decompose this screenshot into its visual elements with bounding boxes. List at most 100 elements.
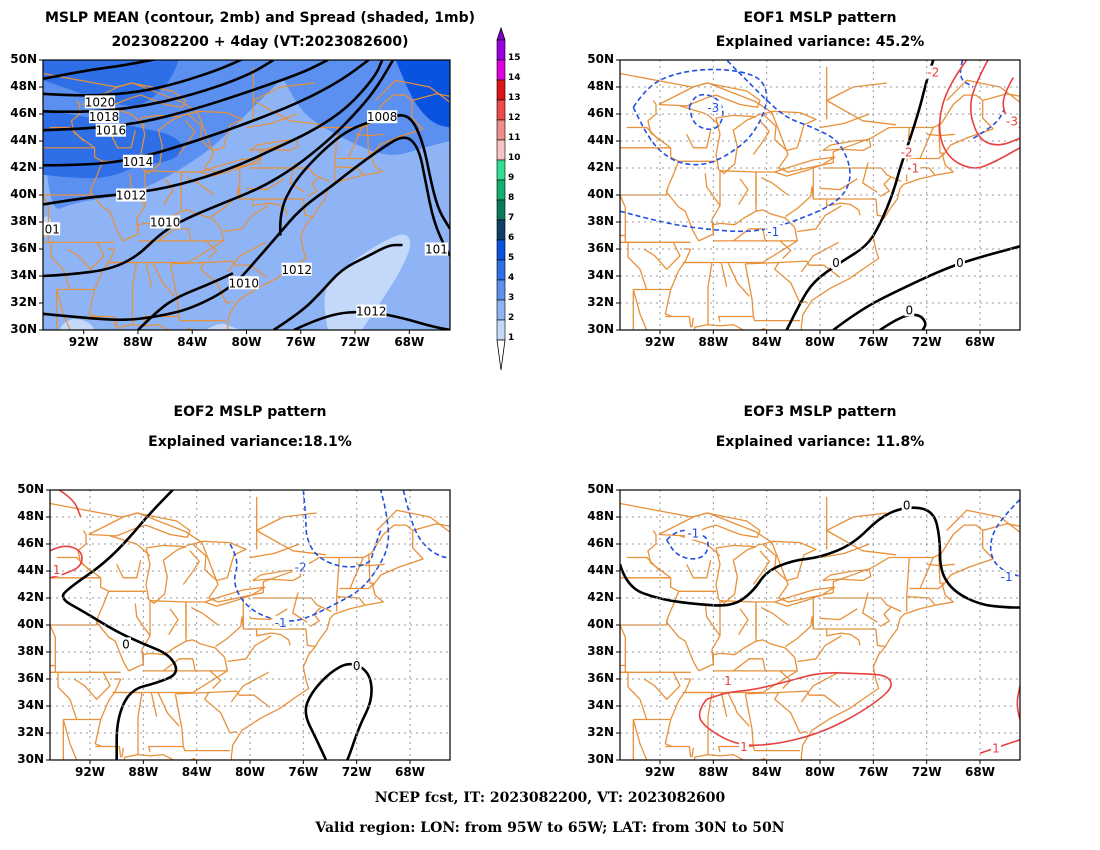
state-boundary	[879, 177, 892, 197]
eof2-contour-label: -2	[295, 560, 307, 574]
eof1-contour-label: 0	[832, 256, 840, 270]
contour-label-box	[116, 188, 147, 202]
eof3-contour-label: -1	[1001, 570, 1013, 584]
lon-tick-label: 80W	[805, 765, 835, 779]
state-boundary	[666, 621, 700, 672]
lat-tick-label: 50N	[587, 52, 614, 66]
colorbar-tick-label: 14	[508, 73, 521, 83]
eof2-zero-contour	[304, 662, 373, 760]
state-boundary	[94, 678, 122, 748]
state-boundary	[106, 240, 224, 264]
state-boundary	[43, 189, 92, 196]
eof2-variance: Explained variance:18.1%	[148, 434, 352, 450]
state-boundary	[162, 658, 196, 672]
state-boundary	[96, 621, 130, 672]
eof1-variance: Explained variance: 45.2%	[715, 34, 925, 50]
lat-tick-label: 44N	[587, 133, 614, 147]
contour-label-box	[88, 110, 120, 124]
map-svg: -1 0 -1 1 1 1	[616, 489, 1021, 764]
state-boundary	[334, 127, 338, 167]
colorbar-top-arrow	[496, 26, 506, 41]
state-boundary	[727, 262, 750, 297]
state-boundary	[145, 262, 153, 287]
state-boundary	[938, 553, 944, 584]
state-boundary	[752, 316, 800, 322]
state-boundary	[632, 289, 648, 330]
state-boundary	[368, 553, 374, 584]
contour-label-box	[765, 224, 782, 238]
state-boundary	[720, 692, 728, 717]
state-boundary	[666, 591, 680, 623]
state-boundary	[752, 550, 770, 585]
colorbar-swatch	[496, 39, 506, 61]
eof1-title: EOF1 MSLP pattern	[743, 10, 897, 26]
state-boundary	[138, 217, 224, 242]
contour-label-box	[685, 526, 702, 540]
state-boundary	[116, 560, 142, 579]
lat-tick-label: 44N	[17, 563, 44, 577]
state-boundary	[778, 690, 841, 708]
lat-tick-label: 42N	[17, 590, 44, 604]
colorbar-swatch	[496, 99, 506, 121]
state-boundary	[826, 82, 887, 102]
state-boundary	[693, 323, 768, 330]
map-svg: 1020101810161014101210101010101210121008…	[39, 59, 451, 334]
lon-tick-label: 80W	[231, 335, 262, 349]
state-boundary	[246, 178, 285, 191]
eof3-title: EOF3 MSLP pattern	[743, 404, 897, 420]
eof3-pos-contour	[1016, 685, 1020, 720]
isobar-label: 1012	[116, 189, 147, 203]
state-boundary	[208, 690, 271, 708]
state-boundary	[919, 557, 934, 589]
eof2-neg-contour	[402, 490, 450, 559]
state-boundary	[686, 130, 712, 149]
eof2-neg-contour	[229, 490, 390, 622]
eof1-contour-label: 0	[906, 303, 914, 317]
map-content: -1 0 -1 1 1 1	[620, 490, 1020, 760]
colorbar-swatch	[496, 59, 506, 81]
state-boundary	[136, 170, 146, 235]
spread-shading-1mb	[59, 319, 95, 330]
lon-tick-label: 92W	[75, 765, 105, 779]
lon-tick-label: 88W	[698, 335, 729, 349]
contour-label-box	[272, 615, 289, 629]
lat-tick-label: 32N	[587, 295, 614, 309]
state-boundary	[230, 671, 270, 703]
state-boundary	[117, 324, 193, 330]
colorbar-swatch	[496, 79, 506, 101]
colorbar-tick-label: 10	[508, 153, 521, 163]
state-boundary	[204, 586, 266, 607]
state-boundary	[200, 156, 262, 177]
state-boundary	[800, 128, 994, 330]
state-boundary	[779, 240, 792, 259]
spread-colorbar: 15 14 13 12 11 10 9 8 7 6 5 4 3 2 1	[492, 26, 532, 373]
state-boundary	[411, 93, 450, 102]
contour-label-box	[991, 741, 1001, 755]
state-boundary	[246, 113, 297, 129]
state-boundary	[256, 512, 317, 532]
lon-tick-label: 84W	[177, 335, 208, 349]
state-boundary	[919, 127, 934, 159]
state-boundary	[49, 126, 85, 142]
state-boundary	[67, 242, 105, 270]
colorbar-swatch	[496, 299, 506, 321]
map-svg: -2 -3 -1 0 0 0 -1 -2 -3	[616, 59, 1021, 334]
eof3-contour-label: 1	[740, 740, 748, 754]
state-boundary	[73, 672, 111, 700]
state-boundary	[186, 176, 215, 196]
state-boundary	[875, 628, 886, 648]
state-boundary	[784, 616, 814, 648]
state-boundary	[256, 529, 327, 556]
eof1-contour-neg1	[620, 60, 851, 233]
colorbar-swatch	[496, 119, 506, 141]
contour-label-box	[122, 154, 154, 168]
state-boundary	[163, 178, 174, 205]
lat-tick-label: 34N	[17, 698, 44, 712]
eof1-contour-neg1-upper	[959, 60, 974, 88]
state-boundary	[879, 607, 892, 627]
state-boundary	[812, 168, 876, 200]
state-boundary	[679, 105, 721, 127]
state-boundary	[812, 598, 876, 630]
lat-tick-label: 40N	[587, 187, 614, 201]
state-boundary	[665, 745, 692, 758]
